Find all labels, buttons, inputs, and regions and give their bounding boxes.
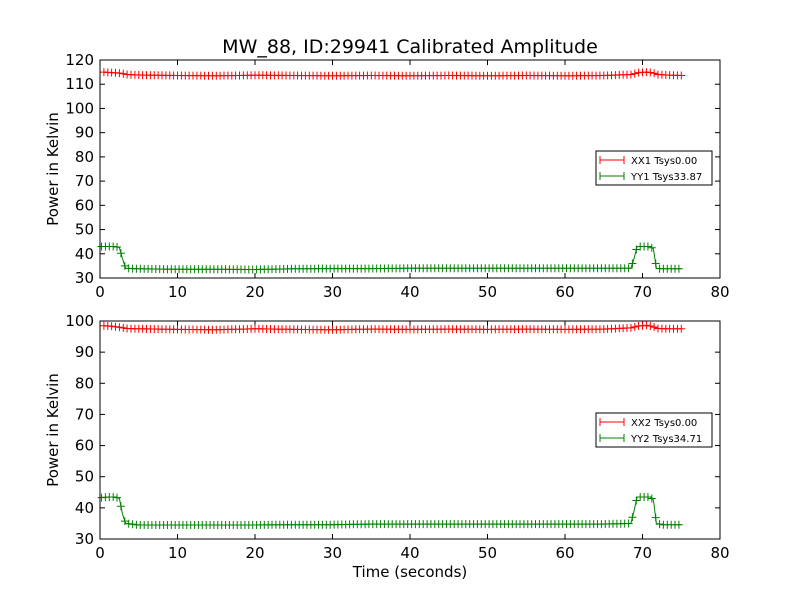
y-tick-label: 50: [75, 468, 94, 486]
series-markers: [99, 68, 686, 80]
x-tick-label: 80: [710, 283, 729, 301]
x-tick-label: 10: [168, 283, 187, 301]
y-tick-label: 100: [65, 312, 94, 330]
y-tick-label: 70: [75, 172, 94, 190]
legend-swatch-markers: [599, 172, 625, 180]
x-axis-label: Time (seconds): [352, 563, 468, 581]
y-axis-label: Power in Kelvin: [44, 373, 62, 487]
x-tick-label: 70: [633, 283, 652, 301]
x-tick-label: 0: [95, 283, 105, 301]
series-1: [99, 68, 686, 80]
series-1: [99, 321, 686, 334]
x-tick-label: 20: [245, 283, 264, 301]
series-markers: [97, 493, 683, 529]
y-tick-label: 120: [65, 51, 94, 69]
legend-swatch-markers: [599, 156, 625, 164]
x-tick-label: 50: [478, 544, 497, 562]
panel-1: 0 10 20 30 40 50 60 70 80 30 40 50 60 70 80 90 100 110 120…: [44, 51, 730, 301]
series-markers: [99, 321, 686, 334]
chart-title: MW_88, ID:29941 Calibrated Amplitude: [222, 36, 598, 58]
y-axis-label: Power in Kelvin: [44, 112, 62, 226]
legend-swatch-markers: [599, 434, 625, 442]
y-tick-label: 100: [65, 99, 94, 117]
x-tick-label: 40: [400, 283, 419, 301]
x-tick-label: 10: [168, 544, 187, 562]
y-tick-label: 30: [75, 530, 94, 548]
y-tick-label: 60: [75, 437, 94, 455]
x-tick-label: 20: [245, 544, 264, 562]
y-tick-label: 80: [75, 374, 94, 392]
y-tick-label: 90: [75, 343, 94, 361]
panel-2: 0 10 20 30 40 50 60 70 80 30 40 50 60 70 80 90 100 Power …: [44, 312, 730, 562]
x-tick-label: 0: [95, 544, 105, 562]
y-tick-label: 30: [75, 269, 94, 287]
plot-frame: [99, 320, 721, 540]
legend-label: XX2 Tsys0.00: [631, 418, 697, 429]
y-tick-label: 60: [75, 196, 94, 214]
x-tick-label: 70: [633, 544, 652, 562]
x-tick-label: 30: [323, 544, 342, 562]
plot-frame: [99, 59, 721, 279]
y-tick-label: 110: [65, 75, 94, 93]
y-tick-label: 40: [75, 499, 94, 517]
x-tick-label: 60: [555, 283, 574, 301]
series-markers: [97, 242, 683, 274]
legend: XX1 Tsys0.00 YY1 Tsys33.87: [595, 150, 713, 186]
x-tick-label: 50: [478, 283, 497, 301]
series-2: [97, 493, 683, 529]
y-tick-label: 70: [75, 405, 94, 423]
legend-label: XX1 Tsys0.00: [631, 156, 697, 167]
legend-label: YY1 Tsys33.87: [630, 172, 702, 183]
legend-label: YY2 Tsys34.71: [630, 434, 702, 445]
y-tick-label: 90: [75, 124, 94, 142]
x-tick-label: 30: [323, 283, 342, 301]
legend-box: [595, 412, 713, 448]
series-2: [97, 242, 683, 274]
x-tick-label: 60: [555, 544, 574, 562]
y-tick-label: 80: [75, 148, 94, 166]
y-tick-label: 40: [75, 245, 94, 263]
legend-swatch-markers: [599, 418, 625, 426]
y-tick-label: 50: [75, 221, 94, 239]
x-tick-label: 80: [710, 544, 729, 562]
x-tick-label: 40: [400, 544, 419, 562]
legend: XX2 Tsys0.00 YY2 Tsys34.71: [595, 412, 713, 448]
legend-box: [595, 150, 713, 186]
